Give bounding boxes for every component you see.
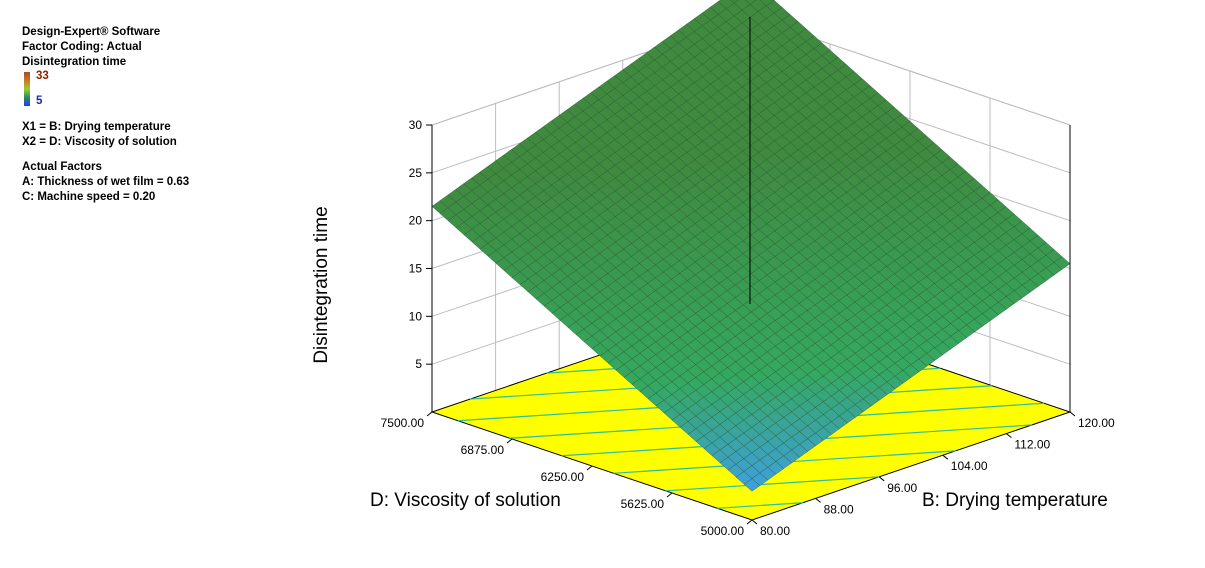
y-tick-mark [746, 519, 753, 525]
factor-a-value: A: Thickness of wet film = 0.63 [22, 176, 190, 188]
color-scale-bar [24, 72, 30, 106]
x-tick-label: 120.00 [1078, 416, 1115, 430]
x-tick-mark [751, 519, 758, 525]
x1-definition: X1 = B: Drying temperature [22, 121, 171, 133]
surface-cell [730, 0, 739, 4]
surface-cell [717, 0, 735, 9]
y-tick-label: 6875.00 [461, 443, 505, 457]
z-axis-title: Disintegration time [311, 206, 332, 363]
color-legend: 33 5 [22, 70, 189, 110]
x-tick-mark [878, 476, 885, 482]
y-tick-label: 7500.00 [381, 416, 425, 430]
y-tick-mark [426, 411, 433, 417]
surface-cell [759, 0, 775, 7]
legend-min-label: 5 [36, 95, 43, 107]
x-tick-label: 104.00 [951, 459, 988, 473]
software-name: Design-Expert® Software [22, 26, 161, 38]
surface-cell [733, 0, 751, 11]
x-axis-title: B: Drying temperature [922, 490, 1108, 511]
z-tick-label: 20 [409, 214, 423, 228]
z-tick-label: 25 [409, 166, 423, 180]
y-axis-title: D: Viscosity of solution [370, 490, 561, 511]
x-tick-label: 88.00 [824, 502, 854, 516]
axis-lines [426, 17, 1076, 525]
y-tick-label: 5000.00 [701, 524, 745, 538]
z-tick-label: 5 [415, 357, 422, 371]
y-tick-label: 5625.00 [621, 497, 665, 511]
x-tick-mark [1006, 433, 1012, 438]
response-surface [431, 0, 1071, 492]
z-tick-label: 10 [409, 309, 423, 323]
legend-max-label: 33 [36, 70, 49, 82]
z-tick-label: 30 [409, 118, 423, 132]
x2-definition: X2 = D: Viscosity of solution [22, 136, 177, 148]
surface-cell [749, 0, 767, 12]
y-tick-mark [666, 492, 673, 498]
y-tick-mark [586, 465, 593, 471]
response-name: Disintegration time [22, 56, 127, 68]
info-panel: Design-Expert® Software Factor Coding: A… [22, 25, 189, 205]
y-tick-label: 6250.00 [541, 470, 585, 484]
y-tick-mark [506, 438, 513, 444]
floor-contour-line [717, 502, 803, 509]
x-tick-label: 112.00 [1014, 438, 1050, 452]
surface-cell [744, 0, 757, 5]
x-tick-label: 80.00 [760, 524, 790, 538]
factor-c-value: C: Machine speed = 0.20 [22, 191, 156, 203]
z-tick-label: 15 [409, 262, 423, 276]
x-tick-mark [942, 454, 949, 460]
x-tick-mark [815, 498, 821, 503]
x-tick-mark [1069, 411, 1076, 417]
factor-coding: Factor Coding: Actual [22, 41, 142, 53]
x-tick-label: 96.00 [887, 481, 917, 495]
tick-labels: 5 10 15 20 25 30 80.00 88.00 96.00 104.00 112.00 12… [381, 118, 1115, 538]
actual-factors-title: Actual Factors [22, 161, 102, 173]
floor-contour-line [665, 476, 880, 492]
